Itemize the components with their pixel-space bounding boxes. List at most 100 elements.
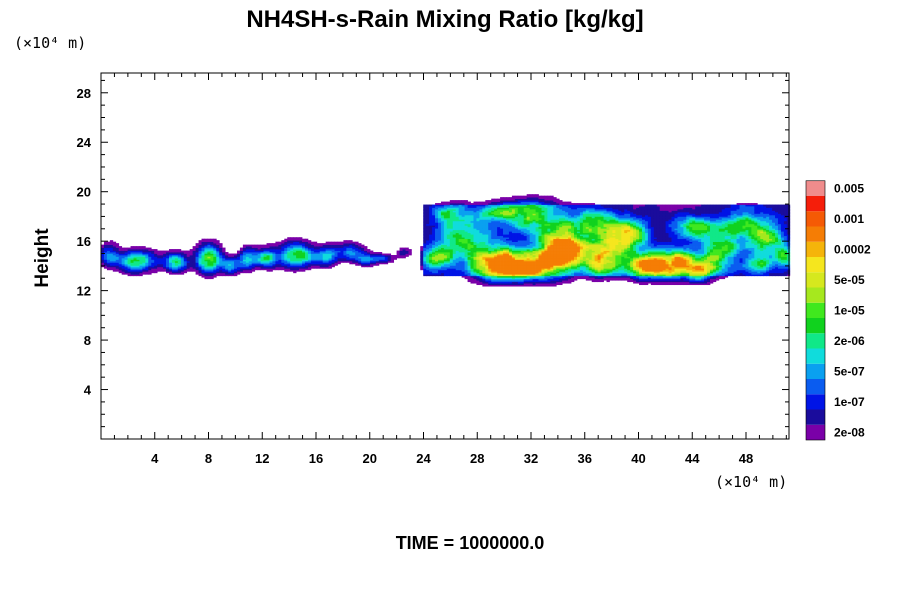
contour-cell (491, 234, 495, 237)
contour-cell (174, 255, 179, 257)
contour-cell (529, 265, 533, 268)
contour-cell (426, 256, 430, 259)
contour-cell (287, 253, 291, 256)
contour-cell (225, 266, 229, 269)
contour-cell (455, 246, 460, 248)
contour-cell (281, 262, 285, 265)
contour-cell (133, 265, 137, 268)
contour-cell (467, 277, 471, 280)
contour-cell (541, 219, 545, 222)
contour-cell (281, 240, 285, 242)
contour-cell (574, 244, 578, 247)
contour-cell (130, 274, 134, 277)
contour-cell (559, 229, 563, 232)
contour-cell (473, 209, 477, 211)
contour-cell (272, 246, 276, 248)
contour-cell (582, 249, 587, 251)
contour-cell (514, 274, 519, 277)
contour-cell (284, 265, 288, 268)
contour-cell (529, 252, 533, 254)
contour-cell (287, 240, 291, 242)
contour-cell (497, 262, 501, 265)
contour-cell (488, 209, 492, 211)
contour-cell (511, 249, 516, 251)
contour-cell (133, 256, 137, 259)
contour-cell (201, 269, 205, 272)
contour-cell (219, 244, 223, 247)
contour-cell (168, 268, 173, 271)
contour-cell (494, 211, 498, 214)
contour-cell (180, 268, 185, 271)
contour-cell (535, 246, 539, 248)
contour-cell (151, 271, 155, 274)
contour-cell (559, 207, 563, 210)
contour-cell (287, 266, 291, 269)
contour-cell (506, 228, 510, 231)
contour-cell (529, 271, 533, 274)
contour-cell (343, 257, 347, 260)
contour-cell (508, 203, 513, 205)
contour-cell (236, 272, 241, 275)
contour-cell (491, 280, 495, 283)
contour-cell (568, 209, 572, 211)
contour-cell (494, 219, 498, 222)
contour-cell (526, 244, 531, 247)
contour-cell (464, 237, 468, 240)
contour-cell (204, 275, 208, 278)
contour-cell (470, 219, 474, 222)
contour-cell (535, 260, 539, 263)
contour-cell (568, 210, 572, 213)
contour-cell (449, 263, 454, 266)
contour-cell (470, 232, 474, 235)
contour-cell (438, 219, 442, 222)
contour-cell (532, 266, 536, 269)
contour-cell (532, 232, 536, 235)
contour-cell (307, 243, 312, 245)
contour-cell (446, 263, 451, 266)
contour-cell (452, 210, 457, 213)
contour-cell (511, 223, 516, 226)
contour-cell (429, 263, 433, 266)
contour-cell (204, 274, 208, 277)
contour-cell (322, 256, 327, 259)
contour-cell (491, 201, 495, 204)
contour-cell (565, 203, 569, 205)
contour-cell (192, 247, 196, 250)
contour-cell (461, 274, 465, 277)
contour-cell (476, 211, 480, 214)
contour-cell (207, 262, 211, 265)
contour-cell (213, 238, 217, 241)
contour-cell (574, 216, 578, 219)
contour-cell (479, 249, 483, 251)
contour-cell (127, 259, 131, 262)
contour-cell (198, 247, 202, 250)
contour-cell (432, 246, 436, 248)
contour-cell (535, 204, 539, 207)
contour-cell (440, 214, 445, 217)
contour-cell (579, 272, 584, 275)
contour-cell (553, 262, 557, 265)
contour-cell (260, 256, 264, 259)
contour-cell (523, 201, 528, 204)
contour-cell (506, 244, 510, 247)
contour-cell (523, 210, 528, 213)
contour-cell (245, 269, 250, 272)
contour-cell (160, 265, 164, 268)
contour-cell (526, 257, 531, 260)
contour-cell (517, 259, 522, 262)
contour-cell (304, 240, 309, 242)
contour-cell (503, 250, 507, 253)
contour-cell (396, 255, 400, 257)
contour-cell (470, 256, 474, 259)
contour-cell (500, 256, 504, 259)
contour-cell (517, 271, 522, 274)
contour-cell (319, 246, 324, 248)
contour-cell (497, 252, 501, 254)
contour-cell (449, 269, 454, 272)
contour-cell (559, 244, 563, 247)
contour-cell (307, 247, 312, 250)
contour-cell (423, 256, 427, 259)
contour-cell (452, 222, 457, 225)
contour-cell (438, 211, 442, 214)
contour-cell (446, 241, 451, 244)
